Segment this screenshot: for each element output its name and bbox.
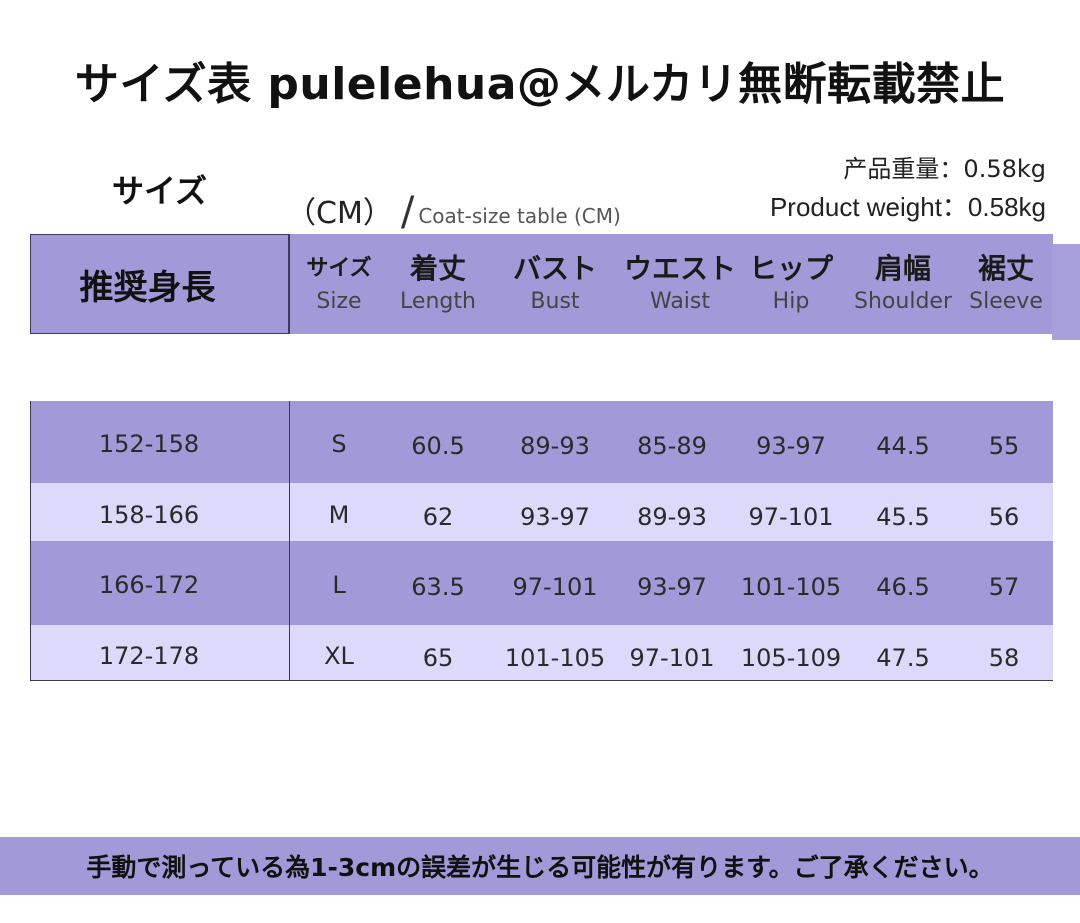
cell-shoulder: 44.5: [876, 432, 930, 460]
footer-note-band: 手動で測っている為1-3cmの誤差が生じる可能性が有ります。ご了承ください。: [0, 837, 1080, 895]
cell-height: 166-172: [98, 571, 200, 599]
product-weight: 产品重量：0.58kg Product weight：0.58kg: [770, 150, 1046, 226]
cell-length: 65: [422, 644, 454, 672]
cell-waist: 97-101: [629, 644, 715, 672]
col-header-hip: ヒップ Hip: [748, 252, 834, 314]
cell-height: 172-178: [98, 642, 200, 670]
header-edge-tab: [1052, 244, 1080, 340]
cell-bust: 97-101: [512, 573, 598, 601]
cell-size: XL: [324, 642, 354, 670]
table-row: [30, 541, 1053, 625]
cell-hip: 93-97: [756, 432, 826, 460]
cell-bust: 89-93: [520, 432, 590, 460]
cell-sleeve: 57: [988, 573, 1020, 601]
page-title: サイズ表 pulelehua@メルカリ無断転載禁止: [74, 59, 1006, 110]
size-heading: サイズ: [112, 172, 208, 210]
cell-waist: 89-93: [637, 503, 707, 531]
table-row: [30, 625, 1053, 680]
cell-length: 60.5: [411, 432, 465, 460]
cell-hip: 105-109: [740, 644, 842, 672]
cell-size: L: [332, 571, 346, 599]
slash-divider: /: [400, 189, 415, 235]
footer-note: 手動で測っている為1-3cmの誤差が生じる可能性が有ります。ご了承ください。: [86, 853, 994, 882]
row-bottom-border: [30, 680, 1053, 681]
cell-shoulder: 46.5: [876, 573, 930, 601]
weight-en: Product weight：0.58kg: [769, 192, 1046, 222]
cell-sleeve: 55: [988, 432, 1020, 460]
cell-bust: 101-105: [504, 644, 606, 672]
cell-sleeve: 58: [988, 644, 1020, 672]
cell-waist: 85-89: [637, 432, 707, 460]
col-header-shoulder: 肩幅 Shoulder: [854, 252, 952, 314]
recommended-height-header: 推奨身長: [30, 234, 289, 334]
unit-label: （CM） / Coat-size table (CM): [286, 188, 621, 235]
col-header-sleeve: 裾丈 Sleeve: [969, 252, 1043, 314]
cell-shoulder: 47.5: [876, 644, 930, 672]
cell-length: 63.5: [411, 573, 465, 601]
cell-size: M: [328, 501, 350, 529]
cell-sleeve: 56: [988, 503, 1020, 531]
row-left-border: [30, 401, 31, 681]
col-header-bust: バスト Bust: [512, 252, 598, 314]
table-header-band: [30, 234, 1053, 334]
cell-bust: 93-97: [520, 503, 590, 531]
cell-waist: 93-97: [637, 573, 707, 601]
cell-height: 158-166: [98, 501, 200, 529]
cell-length: 62: [422, 503, 454, 531]
cell-hip: 101-105: [740, 573, 842, 601]
col-header-length: 着丈 Length: [400, 252, 476, 314]
weight-jp: 产品重量：0.58kg: [843, 155, 1046, 183]
table-row: [30, 483, 1053, 541]
row-divider: [289, 401, 290, 681]
coat-size-label: Coat-size table (CM): [418, 204, 621, 228]
header-divider: [289, 234, 290, 334]
cell-size: S: [331, 430, 347, 458]
col-header-size: サイズ Size: [306, 256, 372, 314]
table-row: [30, 401, 1053, 483]
cm-unit: （CM）: [286, 196, 393, 231]
cell-hip: 97-101: [748, 503, 834, 531]
cell-height: 152-158: [98, 430, 200, 458]
cell-shoulder: 45.5: [876, 503, 930, 531]
col-header-waist: ウエスト Waist: [623, 252, 737, 314]
